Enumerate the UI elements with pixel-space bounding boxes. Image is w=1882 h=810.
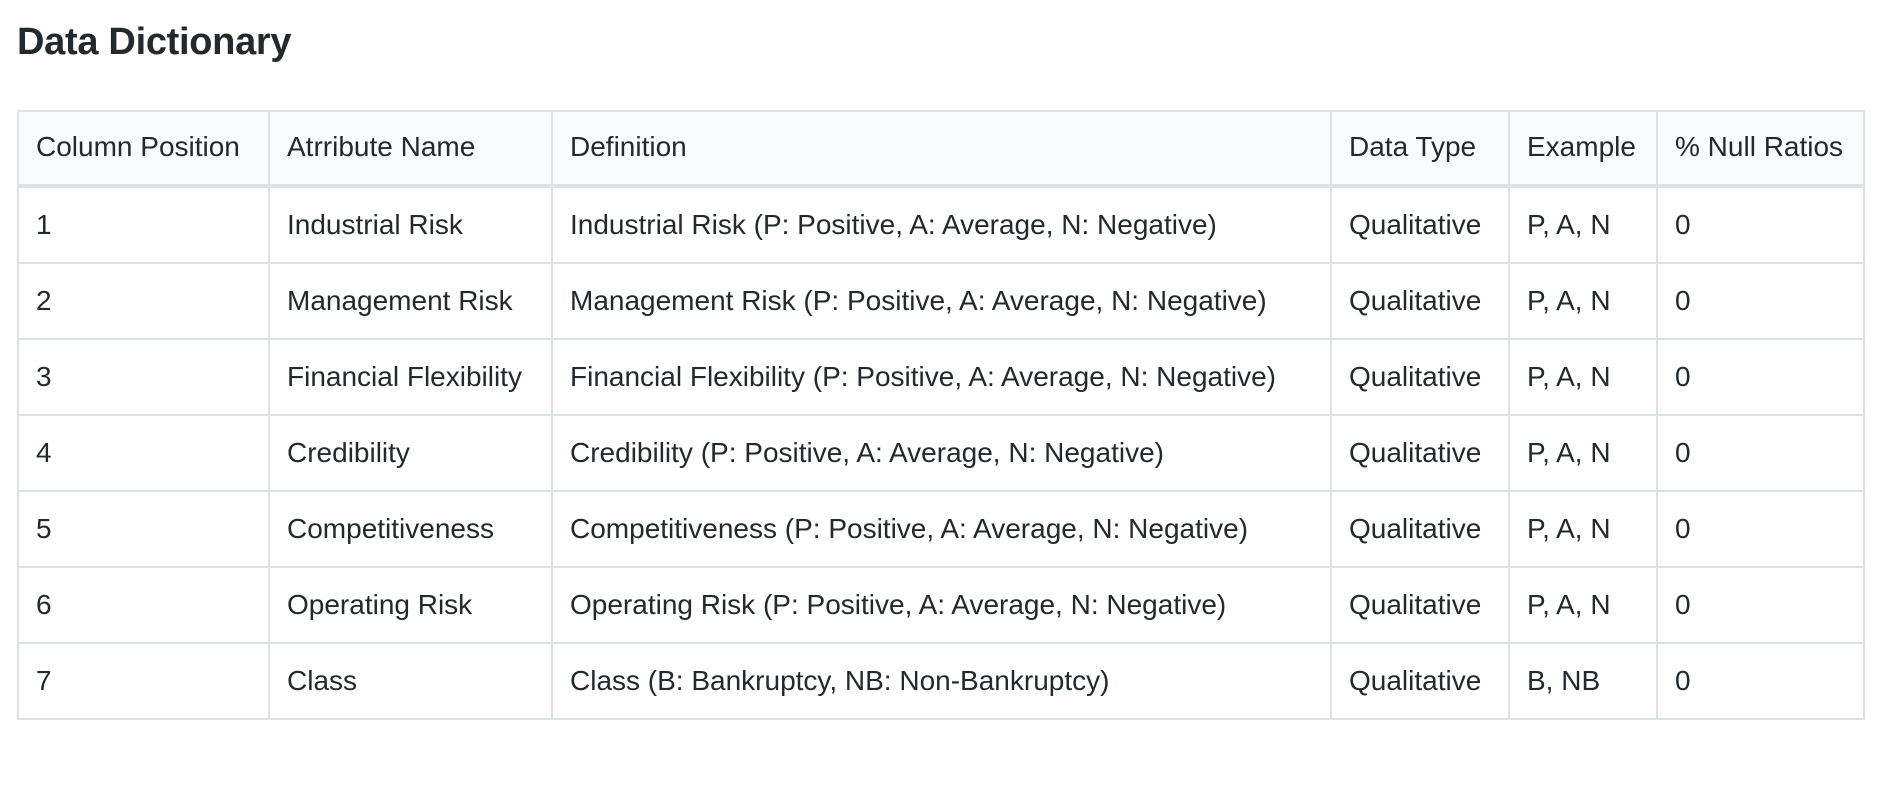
cell-definition: Credibility (P: Positive, A: Average, N:… <box>551 414 1332 492</box>
cell-null-ratio: 0 <box>1656 490 1865 568</box>
table-row: 1 Industrial Risk Industrial Risk (P: Po… <box>17 185 1865 264</box>
table-row: 7 Class Class (B: Bankruptcy, NB: Non-Ba… <box>17 642 1865 720</box>
cell-null-ratio: 0 <box>1656 338 1865 416</box>
page: Data Dictionary Column Position Atrribut… <box>17 21 1865 720</box>
data-dictionary-table: Column Position Atrribute Name Definitio… <box>17 110 1865 720</box>
cell-definition: Class (B: Bankruptcy, NB: Non-Bankruptcy… <box>551 642 1332 720</box>
cell-column-position: 5 <box>17 490 270 568</box>
cell-data-type: Qualitative <box>1330 338 1510 416</box>
cell-data-type: Qualitative <box>1330 642 1510 720</box>
cell-null-ratio: 0 <box>1656 185 1865 264</box>
cell-data-type: Qualitative <box>1330 185 1510 264</box>
cell-null-ratio: 0 <box>1656 566 1865 644</box>
cell-attribute-name: Operating Risk <box>268 566 553 644</box>
header-example: Example <box>1508 110 1658 188</box>
cell-example: P, A, N <box>1508 414 1658 492</box>
header-column-position: Column Position <box>17 110 270 188</box>
cell-definition: Financial Flexibility (P: Positive, A: A… <box>551 338 1332 416</box>
table-row: 6 Operating Risk Operating Risk (P: Posi… <box>17 566 1865 644</box>
cell-column-position: 4 <box>17 414 270 492</box>
header-null-ratios: % Null Ratios <box>1656 110 1865 188</box>
cell-example: P, A, N <box>1508 566 1658 644</box>
page-title: Data Dictionary <box>17 21 292 63</box>
cell-column-position: 7 <box>17 642 270 720</box>
cell-example: P, A, N <box>1508 262 1658 340</box>
cell-definition: Industrial Risk (P: Positive, A: Average… <box>551 185 1332 264</box>
table-row: 3 Financial Flexibility Financial Flexib… <box>17 338 1865 416</box>
cell-column-position: 3 <box>17 338 270 416</box>
table-header-row: Column Position Atrribute Name Definitio… <box>17 110 1865 188</box>
cell-data-type: Qualitative <box>1330 490 1510 568</box>
cell-example: P, A, N <box>1508 185 1658 264</box>
table-row: 2 Management Risk Management Risk (P: Po… <box>17 262 1865 340</box>
cell-null-ratio: 0 <box>1656 414 1865 492</box>
header-data-type: Data Type <box>1330 110 1510 188</box>
cell-attribute-name: Class <box>268 642 553 720</box>
cell-column-position: 6 <box>17 566 270 644</box>
cell-example: B, NB <box>1508 642 1658 720</box>
header-definition: Definition <box>551 110 1332 188</box>
cell-null-ratio: 0 <box>1656 642 1865 720</box>
cell-attribute-name: Financial Flexibility <box>268 338 553 416</box>
cell-definition: Competitiveness (P: Positive, A: Average… <box>551 490 1332 568</box>
cell-attribute-name: Credibility <box>268 414 553 492</box>
table-row: 4 Credibility Credibility (P: Positive, … <box>17 414 1865 492</box>
header-attribute-name: Atrribute Name <box>268 110 553 188</box>
cell-data-type: Qualitative <box>1330 414 1510 492</box>
table-row: 5 Competitiveness Competitiveness (P: Po… <box>17 490 1865 568</box>
cell-definition: Management Risk (P: Positive, A: Average… <box>551 262 1332 340</box>
cell-attribute-name: Industrial Risk <box>268 185 553 264</box>
cell-attribute-name: Competitiveness <box>268 490 553 568</box>
cell-data-type: Qualitative <box>1330 262 1510 340</box>
cell-definition: Operating Risk (P: Positive, A: Average,… <box>551 566 1332 644</box>
cell-attribute-name: Management Risk <box>268 262 553 340</box>
cell-column-position: 2 <box>17 262 270 340</box>
cell-example: P, A, N <box>1508 338 1658 416</box>
cell-column-position: 1 <box>17 185 270 264</box>
cell-null-ratio: 0 <box>1656 262 1865 340</box>
cell-data-type: Qualitative <box>1330 566 1510 644</box>
cell-example: P, A, N <box>1508 490 1658 568</box>
